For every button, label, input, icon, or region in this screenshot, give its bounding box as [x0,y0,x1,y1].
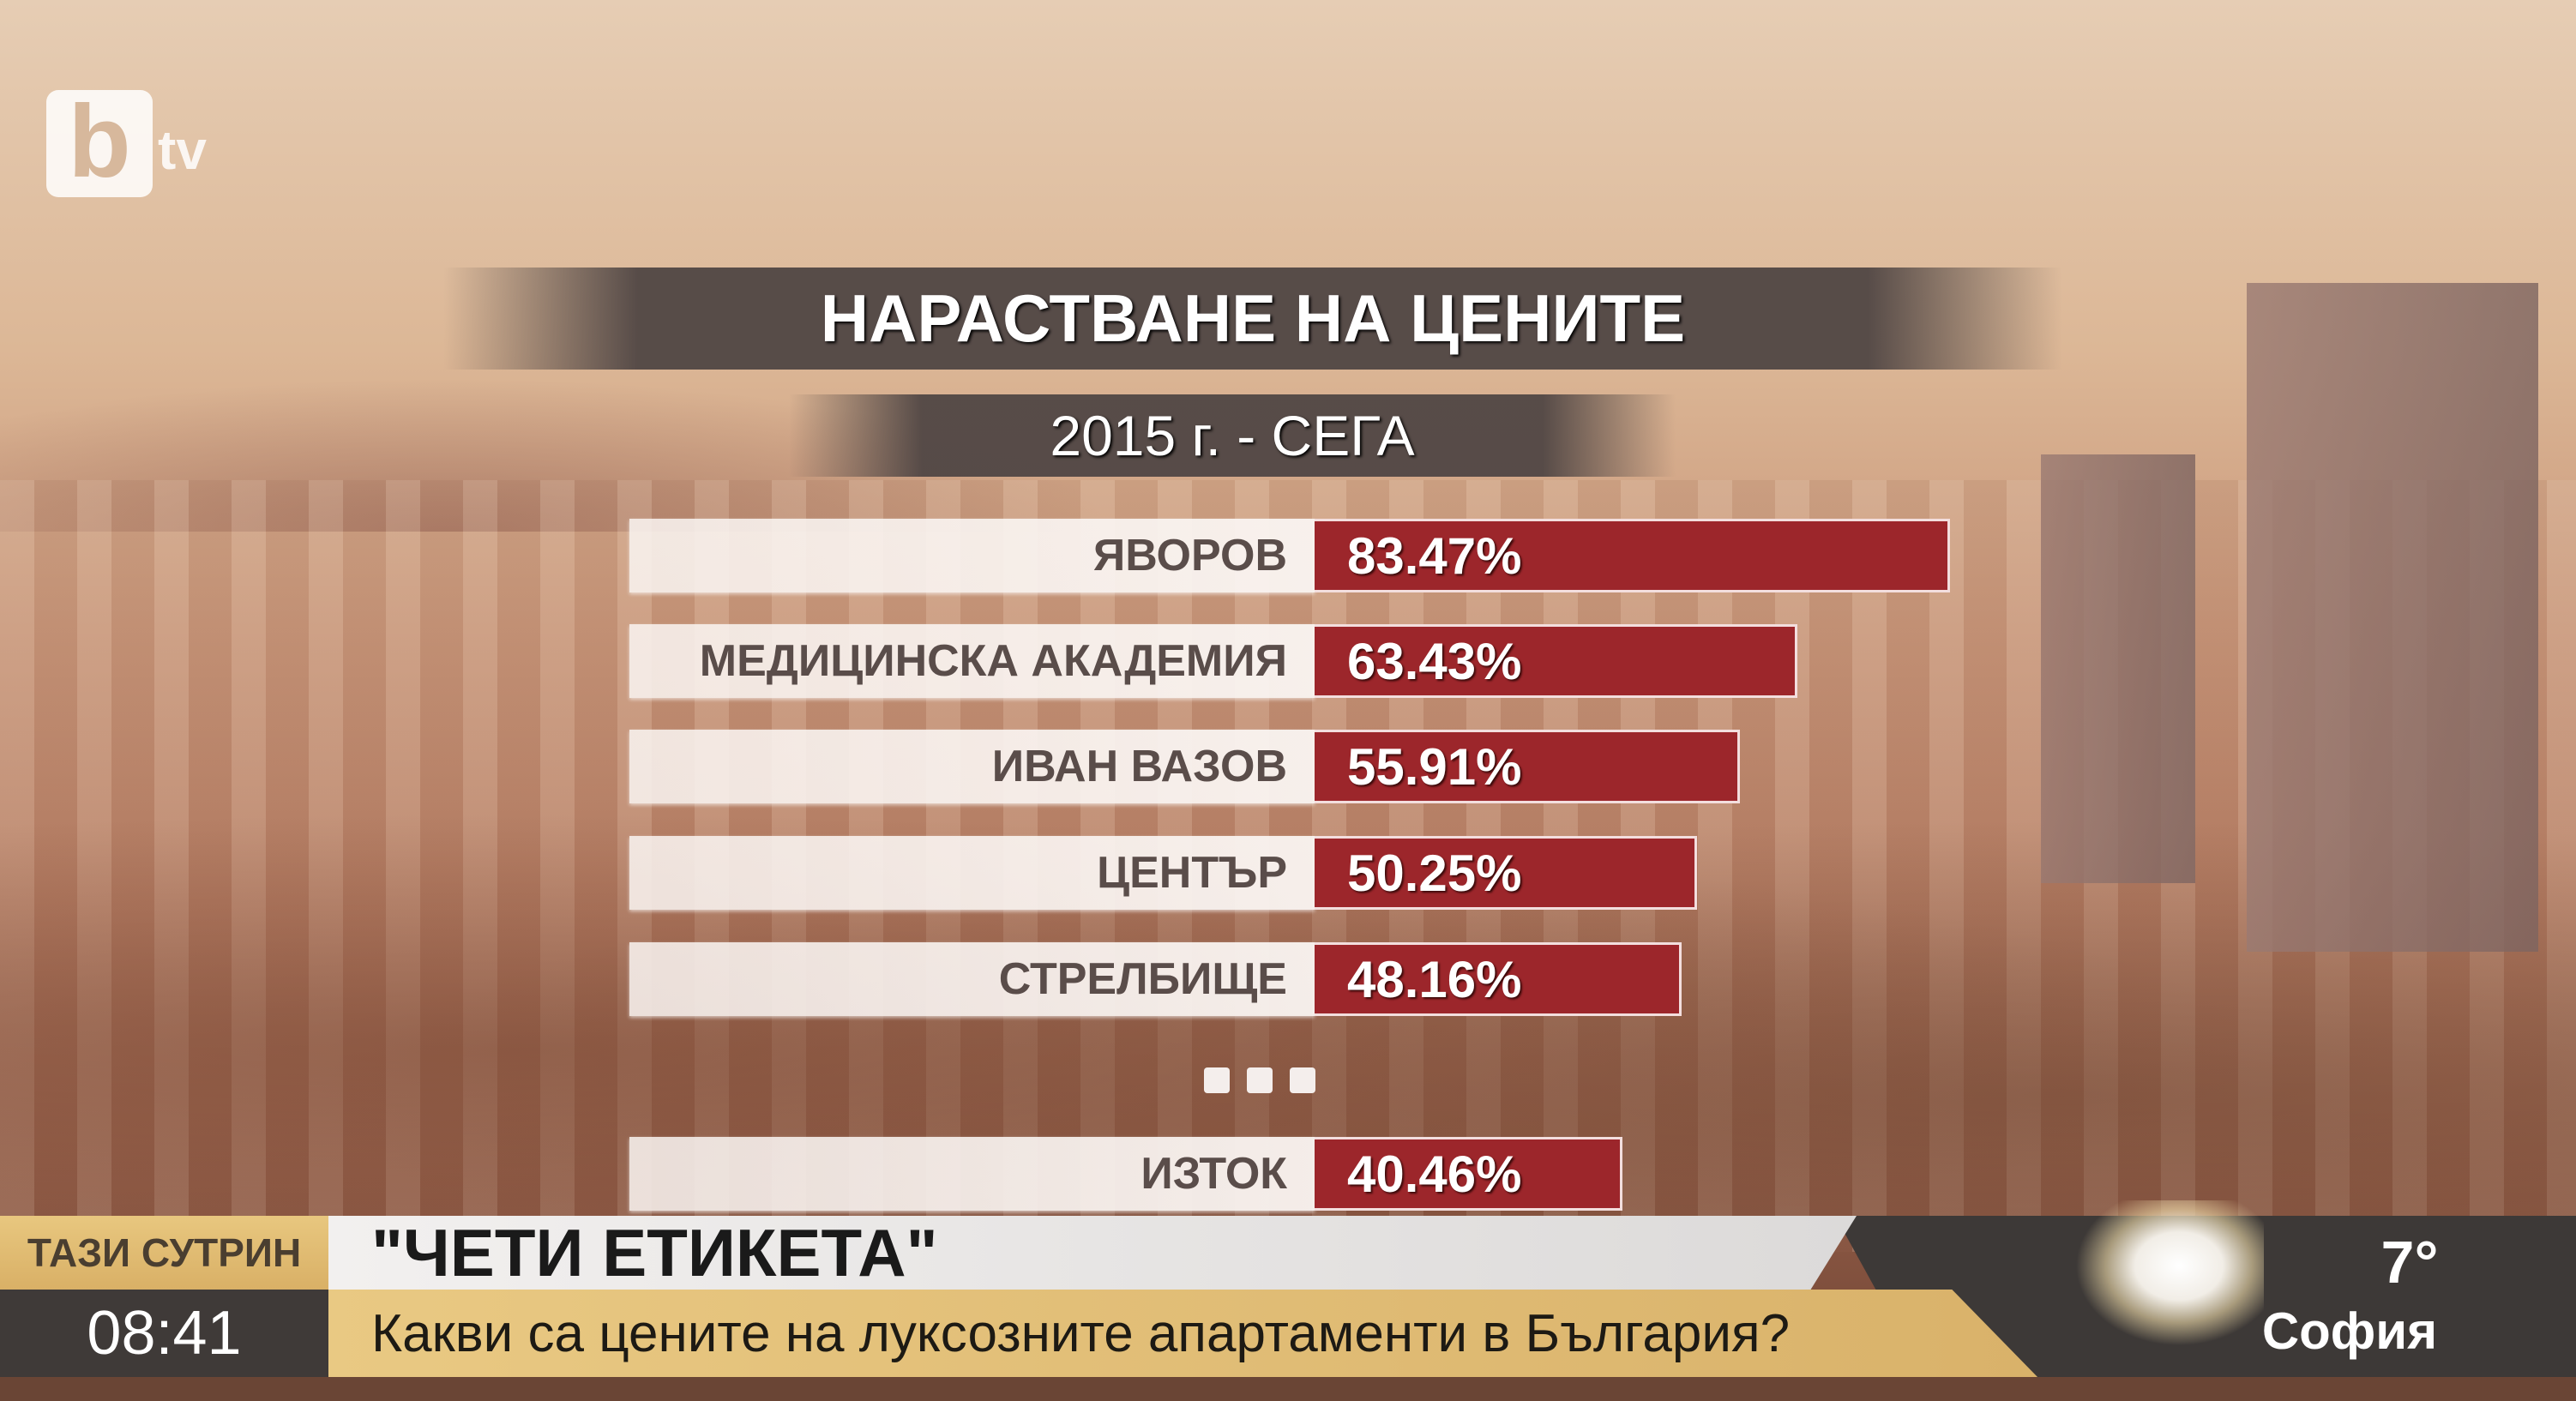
chart-subtitle: 2015 г. - СЕГА [789,394,1676,477]
sun-cloud-icon [2075,1200,2264,1346]
bar-row: ЦЕНТЪР 50.25% [629,836,1698,910]
bar-row: МЕДИЦИНСКА АКАДЕМИЯ 63.43% [629,624,1798,698]
show-label: ТАЗИ СУТРИН [0,1216,328,1290]
category-label: ЯВОРОВ [629,519,1315,592]
category-label: МЕДИЦИНСКА АКАДЕМИЯ [629,624,1315,698]
category-label: ИВАН ВАЗОВ [629,730,1315,803]
chart-title: НАРАСТВАНЕ НА ЦЕНИТЕ [443,268,2062,370]
bar-row: ЯВОРОВ 83.47% [629,519,1951,592]
bar-row: ИВАН ВАЗОВ 55.91% [629,730,1741,803]
btv-logo: b tv [46,90,207,197]
clock: 08:41 [0,1290,328,1377]
weather-temperature: 7° [2380,1229,2439,1296]
category-label: СТРЕЛБИЩЕ [629,942,1315,1016]
bar: 63.43% [1315,624,1798,698]
bar: 83.47% [1315,519,1951,592]
bar: 50.25% [1315,836,1698,910]
bottom-strip [0,1377,2576,1401]
ellipsis-marker [1204,1067,1315,1093]
bar-row: ИЗТОК 40.46% [629,1137,1623,1211]
ticker-subheadline: Какви са цените на луксозните апартамент… [328,1290,2037,1377]
bar: 55.91% [1315,730,1741,803]
weather-city: София [2261,1302,2438,1360]
bar: 40.46% [1315,1137,1623,1211]
category-label: ИЗТОК [629,1137,1315,1211]
category-label: ЦЕНТЪР [629,836,1315,910]
ticker-headline: "ЧЕТИ ЕТИКЕТА" [328,1216,1857,1290]
background-tower [2041,454,2195,883]
bar-row: СТРЕЛБИЩЕ 48.16% [629,942,1682,1016]
background-tower [2247,283,2538,952]
bar: 48.16% [1315,942,1682,1016]
